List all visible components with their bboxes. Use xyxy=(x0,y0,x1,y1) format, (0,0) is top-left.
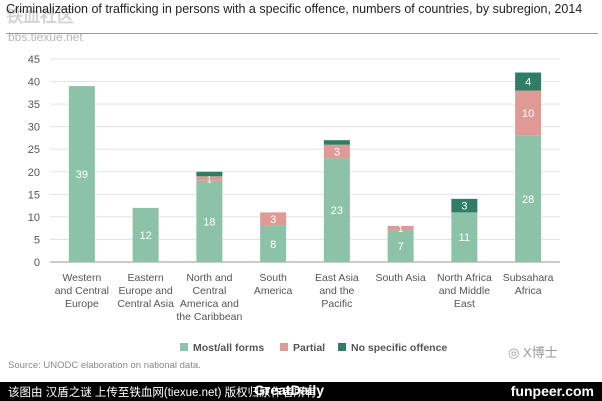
y-tick-label: 35 xyxy=(28,99,40,111)
data-label: 28 xyxy=(522,194,534,206)
footer-credit: 该图由 汉盾之谜 上传至铁血网(tiexue.net) 版权归原作者所有 xyxy=(8,387,317,399)
bar-segment xyxy=(323,158,350,262)
bar-segment xyxy=(196,176,223,181)
legend-swatch xyxy=(338,343,346,351)
legend-label: No specific offence xyxy=(351,342,447,354)
chart-title: Criminalization of trafficking in person… xyxy=(6,2,583,16)
bar-segment xyxy=(515,135,542,262)
legend-label: Partial xyxy=(293,342,325,354)
y-tick-label: 10 xyxy=(28,212,40,224)
x-tick-label: and Central xyxy=(55,285,109,297)
bar-segment xyxy=(387,230,414,262)
bar-segment xyxy=(196,180,223,262)
x-tick-label: Europe xyxy=(65,298,99,310)
footer-brand[interactable]: GreatDaily xyxy=(254,382,325,398)
footer-site-link[interactable]: funpeer.com xyxy=(510,383,594,399)
x-tick-label: South xyxy=(259,272,287,284)
x-tick-label: and the xyxy=(319,285,354,297)
x-tick-label: Central xyxy=(192,285,226,297)
data-label: 1 xyxy=(398,224,403,234)
y-tick-label: 0 xyxy=(34,257,40,269)
x-tick-label: Africa xyxy=(515,285,542,297)
x-tick-label: Europe and xyxy=(118,285,172,297)
y-tick-label: 45 xyxy=(28,54,40,66)
data-label: 39 xyxy=(76,169,88,181)
data-label: 12 xyxy=(140,230,152,242)
x-tick-label: South Asia xyxy=(376,272,426,284)
x-tick-label: East xyxy=(454,298,475,310)
legend-label: Most/all forms xyxy=(193,342,264,354)
data-label: 4 xyxy=(525,77,531,89)
x-tick-label: Pacific xyxy=(321,298,352,310)
title-divider xyxy=(6,33,598,34)
legend-swatch xyxy=(180,343,188,351)
x-tick-label: America and xyxy=(180,298,239,310)
bar-segment xyxy=(260,212,287,226)
y-tick-label: 15 xyxy=(28,189,40,201)
x-tick-label: North Africa xyxy=(437,272,492,284)
bar-segment xyxy=(451,198,478,213)
wechat-icon: ◎ xyxy=(508,345,523,360)
data-label: 18 xyxy=(203,216,215,228)
x-tick-label: Western xyxy=(62,272,101,284)
wechat-watermark: ◎ X博士 xyxy=(508,342,558,361)
data-label: 1 xyxy=(207,175,212,185)
data-label: 23 xyxy=(331,205,343,217)
x-tick-label: Eastern xyxy=(128,272,164,284)
x-tick-label: America xyxy=(254,285,293,297)
watermark-logo: 铁血社区 xyxy=(6,7,74,26)
data-label: 7 xyxy=(398,241,404,253)
footer-bar: 该图由 汉盾之谜 上传至铁血网(tiexue.net) 版权归原作者所有 Gre… xyxy=(0,382,602,401)
y-tick-label: 20 xyxy=(28,167,40,179)
bar-segment xyxy=(323,140,350,145)
bar-segment xyxy=(196,171,223,177)
x-tick-label: Central Asia xyxy=(117,298,174,310)
bar-segment xyxy=(515,90,542,136)
bar-segment xyxy=(323,144,350,159)
x-tick-label: North and xyxy=(186,272,232,284)
data-label: 8 xyxy=(270,239,276,251)
x-tick-label: East Asia xyxy=(315,272,359,284)
bar-segment xyxy=(68,86,95,262)
y-tick-label: 5 xyxy=(34,234,40,246)
x-tick-label: and Middle xyxy=(439,285,491,297)
y-tick-label: 25 xyxy=(28,144,40,156)
data-label: 11 xyxy=(459,232,470,244)
x-tick-label: Subsahara xyxy=(503,272,554,284)
bar-segment xyxy=(387,225,414,231)
y-tick-label: 30 xyxy=(28,122,40,134)
wechat-label: X博士 xyxy=(522,345,558,360)
y-tick-label: 40 xyxy=(28,77,40,89)
data-label: 3 xyxy=(270,214,276,226)
bar-segment xyxy=(451,212,478,262)
bar-segment xyxy=(260,225,287,262)
bar-segment xyxy=(132,207,159,262)
data-label: 3 xyxy=(334,146,340,158)
x-tick-label: the Caribbean xyxy=(176,311,242,323)
data-label: 3 xyxy=(461,201,467,213)
data-label: 10 xyxy=(522,108,534,120)
bar-segment xyxy=(515,72,542,91)
legend-swatch xyxy=(280,343,288,351)
source-note: Source: UNODC elaboration on national da… xyxy=(8,360,201,371)
